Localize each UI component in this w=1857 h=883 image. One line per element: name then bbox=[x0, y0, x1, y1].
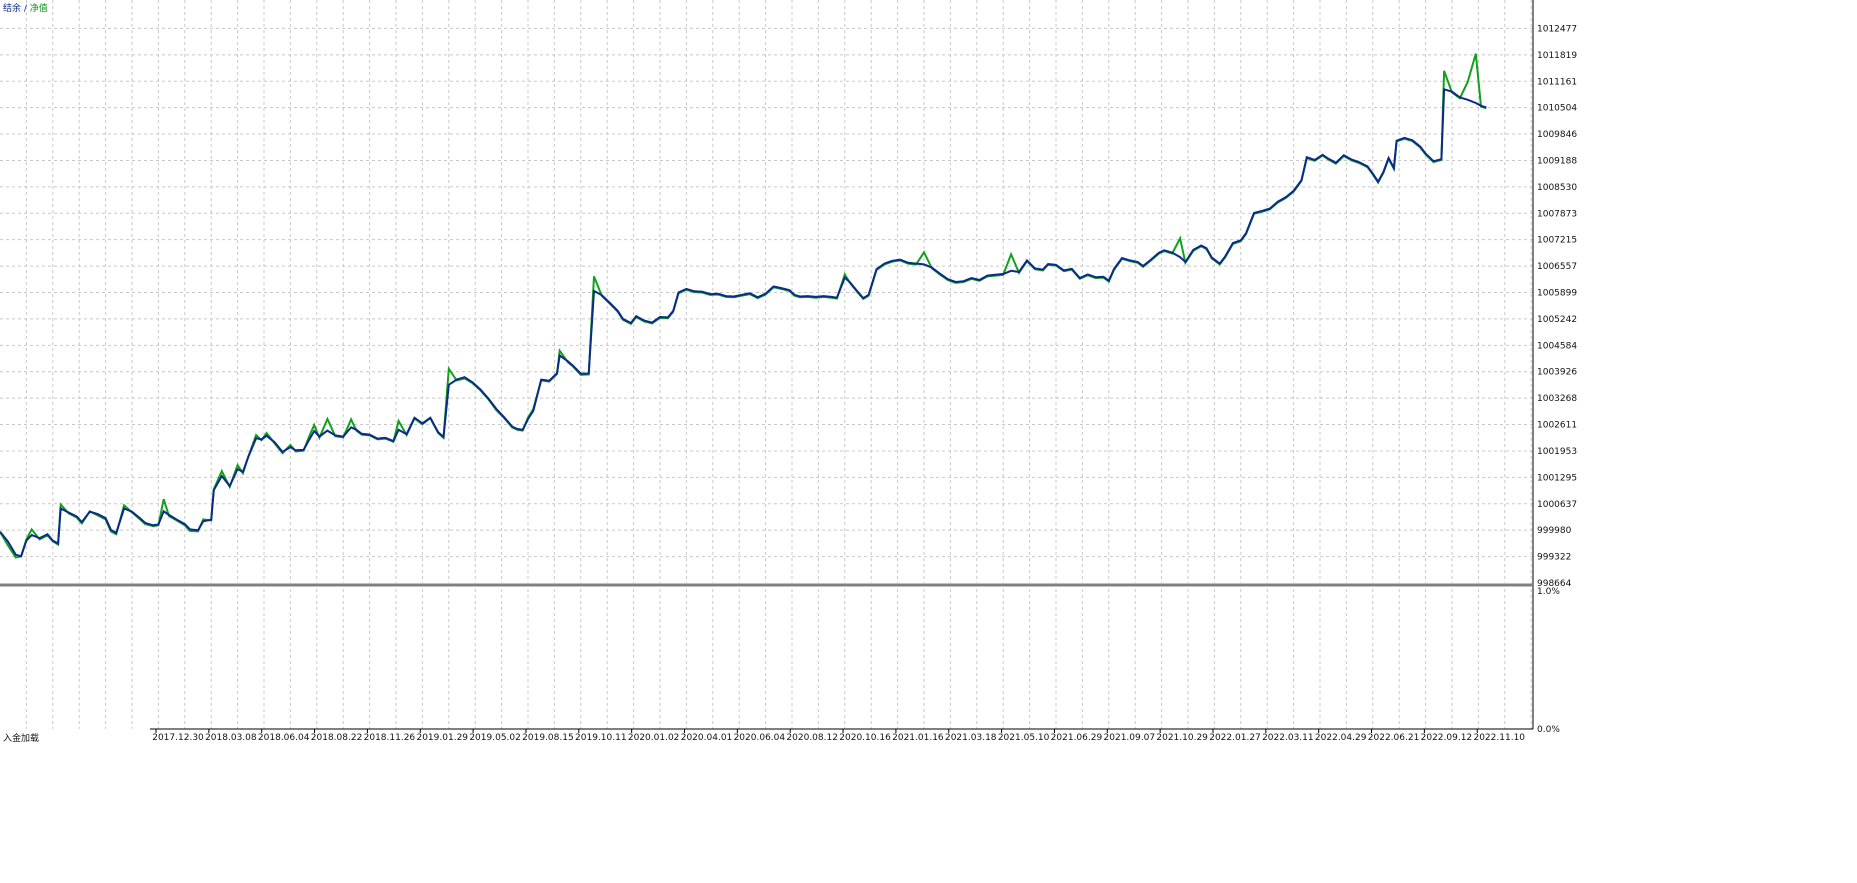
x-tick-label: 2022.09.12 bbox=[1421, 733, 1473, 743]
y-tick-label: 1007215 bbox=[1537, 236, 1577, 246]
subwindow-title: 入金加载 bbox=[3, 734, 40, 744]
legend-separator: / bbox=[21, 4, 30, 14]
x-tick-label: 2020.10.16 bbox=[839, 733, 891, 743]
y-tick-label: 1007873 bbox=[1537, 209, 1577, 219]
x-tick-label: 2018.11.26 bbox=[364, 733, 416, 743]
x-tick-label: 2020.06.04 bbox=[734, 733, 786, 743]
y-tick-label: 1009846 bbox=[1537, 130, 1577, 140]
equity-series-line bbox=[0, 53, 1487, 559]
y-tick-label: 1011161 bbox=[1537, 77, 1577, 87]
x-tick-label: 2019.08.15 bbox=[522, 733, 574, 743]
x-tick-label: 2021.09.07 bbox=[1104, 733, 1156, 743]
y-tick-label: 1000637 bbox=[1537, 500, 1577, 510]
y-tick-label: 1006557 bbox=[1537, 262, 1577, 272]
x-tick-label: 2021.10.29 bbox=[1156, 733, 1208, 743]
y-tick-label: 1010504 bbox=[1537, 104, 1577, 114]
subwindow-y-tick-labels: 1.0% 0.0% bbox=[1537, 587, 1560, 735]
subwindow-y-tick-label: 1.0% bbox=[1537, 587, 1560, 597]
y-tick-label: 1005242 bbox=[1537, 315, 1577, 325]
x-tick-label: 2022.06.21 bbox=[1368, 733, 1420, 743]
x-tick-label: 2019.01.29 bbox=[416, 733, 468, 743]
x-tick-label: 2019.05.02 bbox=[469, 733, 521, 743]
x-tick-label: 2020.01.02 bbox=[628, 733, 680, 743]
y-tick-label: 998664 bbox=[1537, 579, 1572, 589]
x-tick-label: 2022.01.27 bbox=[1209, 733, 1261, 743]
y-tick-label: 1009188 bbox=[1537, 156, 1577, 166]
x-tick-label: 2019.10.11 bbox=[575, 733, 627, 743]
grid-lines bbox=[0, 0, 1533, 729]
axes bbox=[0, 0, 1534, 730]
x-tick-label: 2018.03.08 bbox=[205, 733, 257, 743]
subwindow-y-tick-label: 0.0% bbox=[1537, 725, 1560, 735]
x-tick-label: 2022.03.11 bbox=[1262, 733, 1314, 743]
x-tick-label: 2020.08.12 bbox=[786, 733, 838, 743]
x-tick-label: 2021.03.18 bbox=[945, 733, 997, 743]
legend-equity-label: 净值 bbox=[29, 4, 48, 14]
y-tick-label: 1008530 bbox=[1537, 183, 1577, 193]
x-tick-label: 2018.08.22 bbox=[311, 733, 363, 743]
y-tick-label: 1004584 bbox=[1537, 341, 1577, 351]
y-tick-label: 1012477 bbox=[1537, 24, 1577, 34]
balance-series-line bbox=[0, 87, 1487, 558]
x-tick-label: 2018.06.04 bbox=[258, 733, 310, 743]
y-tick-label: 999322 bbox=[1537, 553, 1571, 563]
y-tick-labels: 1012477 1011819 1011161 1010504 1009846 10091… bbox=[1537, 24, 1577, 589]
y-tick-label: 1003926 bbox=[1537, 368, 1577, 378]
chart-legend: 结余 / 净值 bbox=[3, 4, 48, 15]
y-tick-label: 1001295 bbox=[1537, 473, 1577, 483]
x-tick-label: 2022.04.29 bbox=[1315, 733, 1367, 743]
y-tick-label: 1001953 bbox=[1537, 447, 1577, 457]
x-tick-label: 2021.05.10 bbox=[998, 733, 1050, 743]
x-tick-label: 2021.01.16 bbox=[892, 733, 944, 743]
legend-balance-label: 结余 bbox=[3, 4, 22, 14]
y-tick-label: 1011819 bbox=[1537, 51, 1577, 61]
x-tick-labels: 2017.12.30 2018.03.08 2018.06.04 2018.08.22… bbox=[152, 729, 1525, 743]
y-tick-label: 1005899 bbox=[1537, 289, 1577, 299]
y-tick-label: 999980 bbox=[1537, 526, 1572, 536]
y-tick-label: 1003268 bbox=[1537, 394, 1577, 404]
series-layer bbox=[0, 53, 1487, 559]
x-tick-label: 2022.11.10 bbox=[1473, 733, 1525, 743]
x-tick-label: 2021.06.29 bbox=[1051, 733, 1103, 743]
x-tick-label: 2017.12.30 bbox=[152, 733, 204, 743]
y-tick-label: 1002611 bbox=[1537, 421, 1577, 431]
x-tick-label: 2020.04.01 bbox=[681, 733, 733, 743]
